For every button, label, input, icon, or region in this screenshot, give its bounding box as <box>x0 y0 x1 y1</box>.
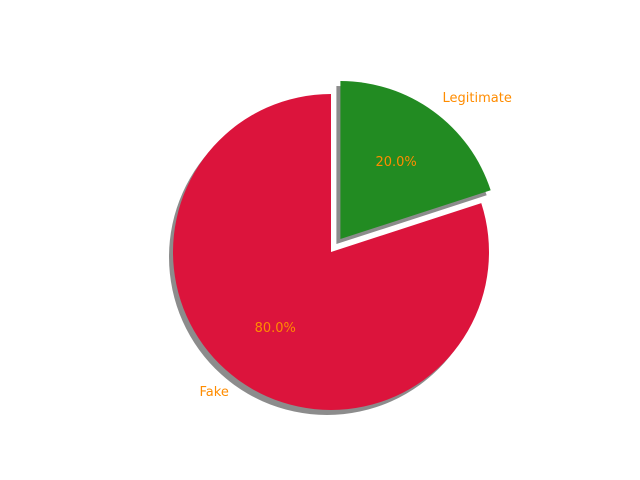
slice-layer <box>173 81 491 411</box>
label-layer: Fake 80.0% Legitimate 20.0% <box>200 91 512 400</box>
slice-label-legitimate: Legitimate <box>443 91 512 106</box>
pie-slice-fake <box>173 94 490 411</box>
slice-percent-fake: 80.0% <box>255 321 296 336</box>
slice-label-fake: Fake <box>200 385 229 400</box>
pie-slice-legitimate <box>340 81 491 240</box>
slice-percent-legitimate: 20.0% <box>375 155 416 170</box>
